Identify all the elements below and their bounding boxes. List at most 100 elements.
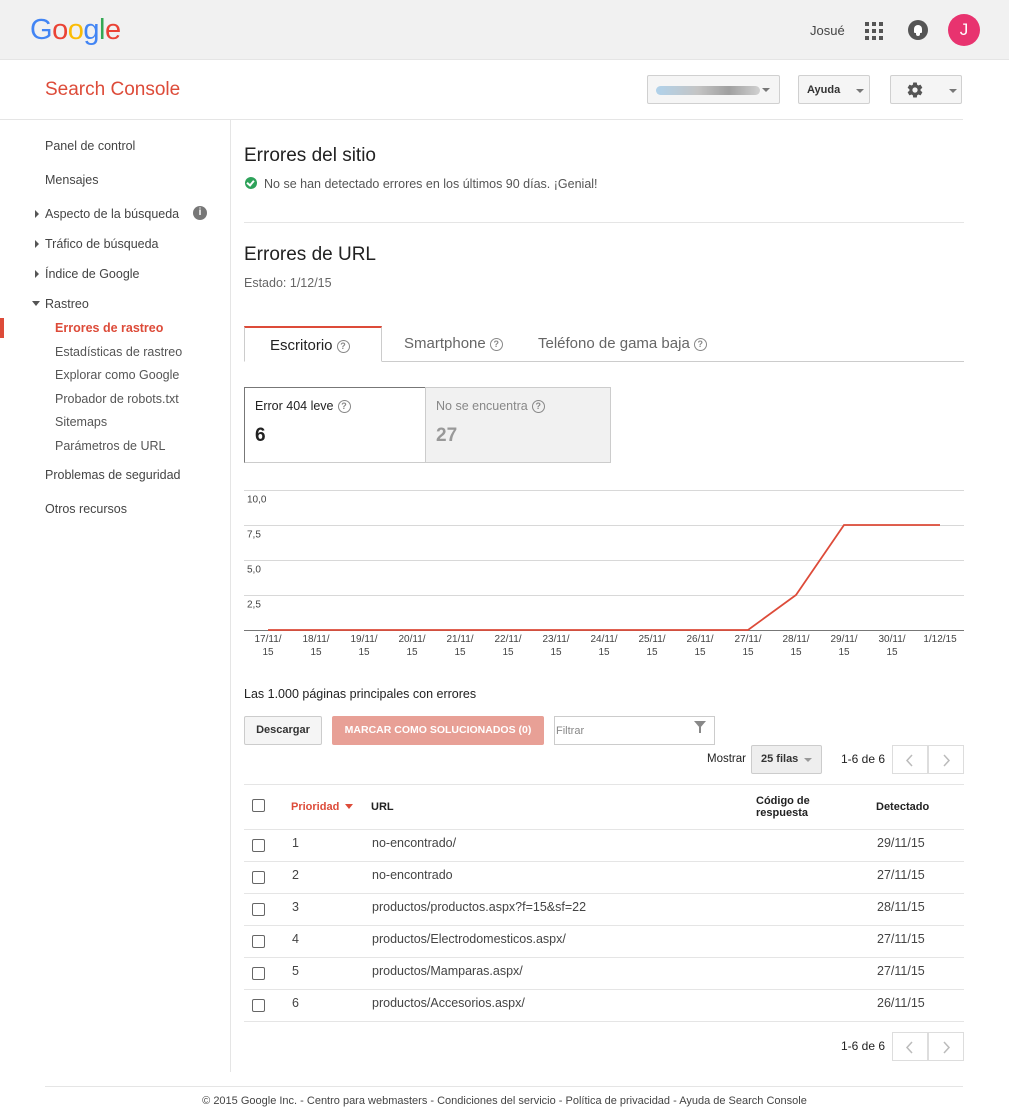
filter-input[interactable] bbox=[556, 721, 686, 741]
footer[interactable]: © 2015 Google Inc. - Centro para webmast… bbox=[202, 1095, 807, 1107]
x-tick-label: 27/11/ bbox=[734, 634, 761, 645]
x-tick-label: 26/11/ bbox=[686, 634, 713, 645]
mark-as-fixed-button[interactable]: MARCAR COMO SOLUCIONADOS (0) bbox=[332, 716, 544, 745]
expand-arrow-icon[interactable] bbox=[35, 210, 39, 218]
filter-funnel-icon[interactable] bbox=[694, 721, 706, 733]
row-url[interactable]: productos/Electrodomesticos.aspx/ bbox=[372, 932, 566, 946]
metric-soft-404[interactable]: Error 404 leve? 6 bbox=[244, 387, 426, 463]
footer-divider bbox=[45, 1086, 963, 1087]
row-checkbox[interactable] bbox=[252, 839, 265, 852]
sidebar-item-messages[interactable]: Mensajes bbox=[45, 173, 99, 187]
x-tick-label: 15 bbox=[406, 647, 418, 658]
info-icon[interactable]: i bbox=[193, 206, 207, 220]
help-button[interactable]: Ayuda bbox=[798, 75, 870, 104]
x-tick-label: 15 bbox=[502, 647, 514, 658]
sidebar-item-search-appearance[interactable]: Aspecto de la búsqueda bbox=[45, 207, 180, 221]
prev-page-button[interactable] bbox=[892, 745, 928, 774]
sidebar-item-url-parameters[interactable]: Parámetros de URL bbox=[55, 439, 166, 453]
x-tick-label: 15 bbox=[646, 647, 658, 658]
row-checkbox[interactable] bbox=[252, 999, 265, 1012]
top-bar: Google Josué J bbox=[0, 0, 1009, 60]
row-checkbox[interactable] bbox=[252, 935, 265, 948]
sidebar-item-dashboard[interactable]: Panel de control bbox=[45, 139, 136, 153]
help-question-icon[interactable]: ? bbox=[336, 340, 350, 353]
row-detected: 29/11/15 bbox=[877, 836, 925, 850]
section-divider bbox=[244, 222, 964, 223]
row-checkbox[interactable] bbox=[252, 903, 265, 916]
next-page-button-bottom[interactable] bbox=[928, 1032, 964, 1061]
sidebar-item-robots-tester[interactable]: Probador de robots.txt bbox=[55, 392, 179, 406]
avatar[interactable]: J bbox=[948, 14, 980, 46]
response-code-label-1: Código de bbox=[756, 795, 810, 807]
product-title[interactable]: Search Console bbox=[45, 79, 181, 100]
sidebar-item-fetch-as-google[interactable]: Explorar como Google bbox=[55, 368, 180, 382]
chevron-down-icon bbox=[856, 89, 864, 93]
logo-letter: l bbox=[98, 14, 105, 46]
next-page-button[interactable] bbox=[928, 745, 964, 774]
sidebar-item-search-traffic[interactable]: Tráfico de búsqueda bbox=[45, 237, 159, 251]
expand-arrow-icon[interactable] bbox=[35, 240, 39, 248]
column-header-detected[interactable]: Detectado bbox=[876, 801, 930, 813]
site-selector[interactable] bbox=[647, 75, 780, 104]
notifications-bell-icon[interactable] bbox=[908, 20, 928, 40]
column-header-response-code[interactable]: Código de respuesta bbox=[756, 795, 810, 819]
row-checkbox[interactable] bbox=[252, 871, 265, 884]
prev-page-button-bottom[interactable] bbox=[892, 1032, 928, 1061]
chevron-left-icon bbox=[905, 754, 913, 767]
row-url[interactable]: productos/productos.aspx?f=15&sf=22 bbox=[372, 900, 587, 914]
tab-feature-phone[interactable]: Teléfono de gama baja? bbox=[538, 335, 707, 352]
sidebar-item-crawl[interactable]: Rastreo bbox=[45, 297, 89, 311]
tab-smartphone[interactable]: Smartphone? bbox=[404, 335, 503, 352]
help-question-icon[interactable]: ? bbox=[337, 400, 351, 413]
tab-desktop[interactable]: Escritorio? bbox=[244, 326, 382, 362]
site-name-blurred bbox=[656, 86, 760, 95]
pagination-info-bottom: 1-6 de 6 bbox=[841, 1039, 886, 1053]
sidebar-item-google-index[interactable]: Índice de Google bbox=[45, 267, 140, 281]
help-question-icon[interactable]: ? bbox=[531, 400, 545, 413]
row-url[interactable]: no-encontrado/ bbox=[372, 836, 457, 850]
x-tick-label: 18/11/ bbox=[302, 634, 329, 645]
x-tick-label: 15 bbox=[310, 647, 322, 658]
x-tick-label: 15 bbox=[550, 647, 562, 658]
settings-button[interactable] bbox=[890, 75, 962, 104]
site-errors-message: No se han detectado errores en los últim… bbox=[264, 177, 598, 191]
metric-not-found[interactable]: No se encuentra? 27 bbox=[425, 387, 611, 463]
download-button[interactable]: Descargar bbox=[244, 716, 322, 745]
rows-per-page-select[interactable]: 25 filas bbox=[751, 745, 822, 774]
apps-grid-icon[interactable] bbox=[865, 22, 883, 40]
row-url[interactable]: productos/Accesorios.aspx/ bbox=[372, 996, 525, 1010]
x-tick-label: 29/11/ bbox=[830, 634, 857, 645]
metric-value: 27 bbox=[436, 425, 458, 446]
header-divider bbox=[0, 119, 963, 120]
row-detected: 27/11/15 bbox=[877, 932, 925, 946]
filter-field[interactable] bbox=[554, 716, 715, 745]
sidebar-item-other-resources[interactable]: Otros recursos bbox=[45, 502, 127, 516]
metric-value: 6 bbox=[255, 425, 266, 446]
sidebar-item-crawl-stats[interactable]: Estadísticas de rastreo bbox=[55, 345, 183, 359]
gear-icon bbox=[907, 82, 923, 98]
help-question-icon[interactable]: ? bbox=[693, 338, 707, 351]
rows-option: 25 filas bbox=[761, 753, 799, 765]
row-priority: 3 bbox=[292, 900, 299, 914]
user-name[interactable]: Josué bbox=[810, 23, 845, 38]
logo-letter: g bbox=[83, 14, 99, 46]
collapse-arrow-icon[interactable] bbox=[32, 301, 40, 306]
x-tick-label: 28/11/ bbox=[782, 634, 809, 645]
tab-smartphone-label: Smartphone bbox=[404, 335, 486, 352]
x-tick-label: 15 bbox=[454, 647, 466, 658]
expand-arrow-icon[interactable] bbox=[35, 270, 39, 278]
sidebar-item-sitemaps[interactable]: Sitemaps bbox=[55, 415, 108, 429]
help-question-icon[interactable]: ? bbox=[489, 338, 503, 351]
google-logo[interactable]: Google bbox=[30, 14, 121, 47]
tab-desktop-label: Escritorio bbox=[270, 337, 333, 354]
sidebar-item-crawl-errors[interactable]: Errores de rastreo bbox=[55, 321, 164, 335]
column-header-priority[interactable]: Prioridad bbox=[291, 801, 354, 813]
row-url[interactable]: productos/Mamparas.aspx/ bbox=[372, 964, 523, 978]
x-tick-label: 1/12/15 bbox=[923, 634, 957, 645]
url-errors-title: Errores de URL bbox=[244, 244, 376, 265]
row-url[interactable]: no-encontrado bbox=[372, 868, 453, 882]
sidebar-item-security-issues[interactable]: Problemas de seguridad bbox=[45, 468, 181, 482]
select-all-checkbox[interactable] bbox=[252, 799, 265, 812]
row-checkbox[interactable] bbox=[252, 967, 265, 980]
column-header-url[interactable]: URL bbox=[371, 801, 394, 813]
